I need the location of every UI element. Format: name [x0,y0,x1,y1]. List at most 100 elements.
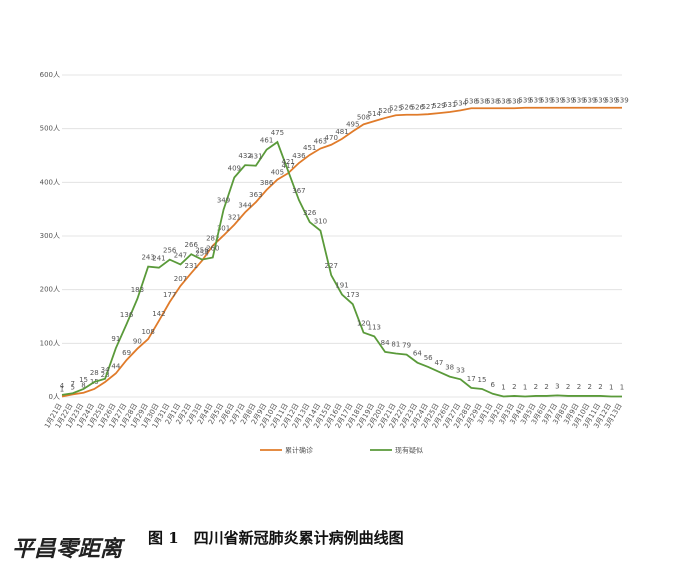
data-label: 28 [101,371,110,379]
data-label: 367 [292,187,305,195]
data-label: 326 [303,209,317,217]
data-label: 177 [163,291,176,299]
data-label: 15 [79,376,88,384]
data-label: 475 [271,129,284,137]
data-label: 451 [303,144,316,152]
data-label: 47 [434,359,443,367]
data-label: 2 [598,383,602,391]
data-label: 91 [111,335,120,343]
data-label: 436 [292,152,306,160]
data-label: 142 [152,310,165,318]
data-label: 539 [615,97,628,105]
data-label: 539 [583,97,596,105]
y-tick-label: 400人 [40,178,60,186]
data-label: 231 [185,262,198,270]
data-label: 183 [131,286,144,294]
data-label: 3 [555,382,559,390]
legend-label: 现有疑似 [395,446,423,455]
data-label: 539 [518,97,531,105]
data-label: 17 [467,375,476,383]
data-label: 539 [561,97,574,105]
data-label: 84 [381,339,390,347]
data-label: 349 [217,197,230,205]
data-label: 2 [544,383,548,391]
data-label: 113 [368,323,381,331]
data-label: 539 [551,97,564,105]
data-label: 64 [413,350,422,358]
data-label: 529 [432,102,445,110]
data-label: 247 [174,251,187,259]
data-label: 254 [195,250,209,258]
data-label: 1 [620,383,624,391]
data-label: 527 [421,103,434,111]
data-label: 301 [217,224,230,232]
data-label: 1 [501,383,505,391]
data-label: 15 [478,376,487,384]
data-label: 310 [314,218,327,226]
data-label: 120 [357,320,370,328]
data-label: 260 [206,244,219,252]
data-label: 539 [605,97,618,105]
data-label: 508 [357,113,370,121]
data-label: 7 [71,380,75,388]
data-label: 4 [60,382,65,390]
data-label: 363 [249,191,262,199]
data-label: 173 [346,291,359,299]
y-tick-label: 200人 [40,286,60,294]
data-label: 56 [424,354,433,362]
data-label: 33 [456,366,465,374]
data-label: 2 [534,383,538,391]
data-label: 1 [523,383,527,391]
data-label: 227 [325,262,338,270]
data-label: 266 [185,241,199,249]
data-label: 539 [572,97,585,105]
y-tick-label: 500人 [40,125,60,133]
data-label: 44 [111,362,120,370]
data-label: 432 [238,152,251,160]
data-label: 256 [163,247,177,255]
watermark: 平昌零距离 [12,536,126,562]
series-line [61,106,622,398]
data-label: 538 [508,97,521,105]
data-label: 470 [325,134,338,142]
data-label: 344 [238,201,252,209]
data-label: 8 [81,382,85,390]
data-label: 520 [378,107,391,115]
data-label: 525 [389,104,402,112]
caption: 图 1 四川省新冠肺炎累计病例曲线图 [148,529,404,547]
data-label: 386 [260,179,274,187]
data-label: 2 [512,383,516,391]
data-label: 526 [411,104,425,112]
data-label: 28 [90,369,99,377]
data-label: 421 [281,158,294,166]
data-label: 431 [249,153,262,161]
data-label: 81 [391,341,400,349]
data-label: 538 [486,97,499,105]
data-label: 282 [206,235,219,243]
data-label: 38 [445,364,454,372]
series-line [61,140,622,398]
data-label: 207 [174,275,187,283]
data-label: 1 [609,383,613,391]
data-label: 534 [454,99,468,107]
data-label: 241 [152,255,165,263]
data-label: 495 [346,120,359,128]
data-label: 34 [101,366,110,374]
data-label: 2 [577,383,581,391]
data-label: 2 [587,383,591,391]
data-label: 463 [314,138,327,146]
data-label: 405 [271,169,284,177]
data-label: 136 [120,311,134,319]
data-label: 417 [281,162,294,170]
data-label: 191 [335,281,348,289]
data-label: 538 [497,97,510,105]
data-label: 243 [141,254,154,262]
data-label: 538 [475,97,488,105]
data-label: 526 [400,104,414,112]
data-label: 256 [195,247,209,255]
data-label: 539 [594,97,607,105]
data-label: 461 [260,137,273,145]
data-label: 69 [122,349,131,357]
legend-label: 累计确诊 [285,446,313,455]
